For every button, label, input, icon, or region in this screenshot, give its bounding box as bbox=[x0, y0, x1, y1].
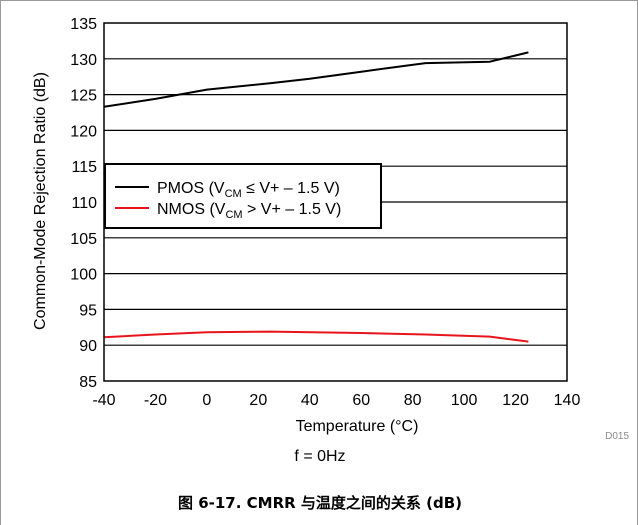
legend-label-nmos: NMOS (VCM > V+ – 1.5 V) bbox=[157, 201, 341, 221]
x-tick-labels: -40 -20 0 20 40 60 80 100 120 140 bbox=[92, 392, 580, 409]
x-tick-label: 140 bbox=[554, 392, 581, 409]
series-layer bbox=[103, 51, 529, 343]
x-tick-label: -20 bbox=[144, 392, 167, 409]
y-tick-label: 105 bbox=[70, 231, 97, 248]
series-line-nmos bbox=[103, 330, 529, 343]
x-axis-label: Temperature (°C) bbox=[296, 418, 419, 435]
figure-code: D015 bbox=[605, 431, 629, 442]
test-condition: f = 0Hz bbox=[294, 448, 346, 465]
y-tick-label: 90 bbox=[79, 338, 97, 355]
y-tick-labels: 135 130 125 120 115 110 105 100 95 90 85 bbox=[70, 16, 97, 391]
figure-caption: 图 6-17. CMRR 与温度之间的关系 (dB) bbox=[177, 494, 463, 512]
y-tick-label: 125 bbox=[70, 88, 97, 105]
y-tick-label: 135 bbox=[70, 16, 97, 33]
x-tick-label: 0 bbox=[202, 392, 211, 409]
y-tick-label: 130 bbox=[70, 52, 97, 69]
cmrr-vs-temperature-chart: 135 130 125 120 115 110 105 100 95 90 85 -40 -20 0 20… bbox=[32, 16, 629, 442]
y-tick-label: 115 bbox=[71, 159, 97, 176]
x-tick-label: 80 bbox=[404, 392, 422, 409]
y-axis-label: Common-Mode Rejection Ratio (dB) bbox=[32, 72, 49, 330]
y-tick-label: 100 bbox=[70, 267, 97, 284]
x-tick-label: -40 bbox=[92, 392, 115, 409]
x-tick-label: 40 bbox=[301, 392, 319, 409]
x-tick-label: 120 bbox=[502, 392, 529, 409]
legend-box bbox=[104, 163, 382, 229]
y-tick-label: 110 bbox=[71, 195, 97, 212]
y-tick-label: 85 bbox=[79, 374, 97, 391]
y-tick-label: 95 bbox=[79, 302, 97, 319]
x-tick-label: 60 bbox=[352, 392, 370, 409]
series-line-pmos bbox=[103, 51, 529, 108]
legend-label-pmos: PMOS (VCM ≤ V+ – 1.5 V) bbox=[157, 180, 340, 200]
x-tick-label: 100 bbox=[451, 392, 478, 409]
legend: PMOS (VCM ≤ V+ – 1.5 V) NMOS (VCM > V+ –… bbox=[104, 163, 382, 229]
x-tick-label: 20 bbox=[249, 392, 267, 409]
y-tick-label: 120 bbox=[70, 123, 97, 140]
